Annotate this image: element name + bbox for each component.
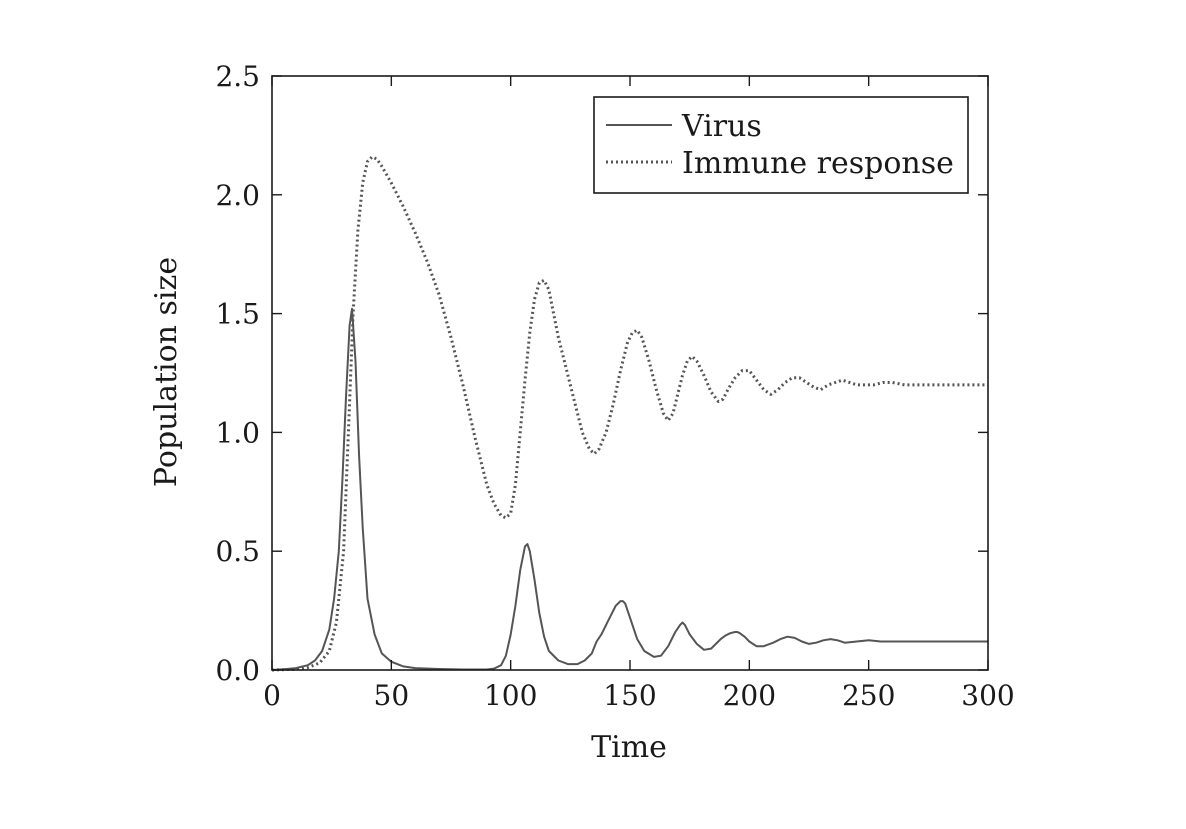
x-tick-label: 100 (484, 679, 537, 712)
legend: Virus Immune response (593, 96, 969, 194)
x-tick-label: 0 (263, 679, 281, 712)
ticks: 0 50 100 150 200 250 300 0.0 0.5 1.0 1.5 2.0 2.5 (215, 60, 1014, 712)
x-tick-label: 50 (374, 679, 410, 712)
x-tick-label: 250 (842, 679, 895, 712)
legend-label-immune-response: Immune response (682, 146, 954, 181)
x-tick-label: 200 (723, 679, 776, 712)
series-line-immune-response (271, 155, 988, 672)
y-tick-label: 2.0 (215, 179, 260, 212)
y-tick-label: 1.0 (215, 416, 260, 449)
y-tick-label: 0.0 (215, 654, 260, 687)
y-axis-title: Population size (149, 257, 184, 487)
y-tick-label: 2.5 (215, 60, 260, 93)
series-line-virus (271, 307, 988, 671)
y-tick-label: 0.5 (215, 535, 260, 568)
y-tick-label: 1.5 (215, 298, 260, 331)
x-tick-label: 150 (603, 679, 656, 712)
series-group (271, 155, 988, 672)
x-axis-title: Time (591, 730, 667, 765)
legend-box (593, 96, 969, 194)
x-tick-label: 300 (961, 679, 1014, 712)
legend-label-virus: Virus (681, 109, 762, 144)
